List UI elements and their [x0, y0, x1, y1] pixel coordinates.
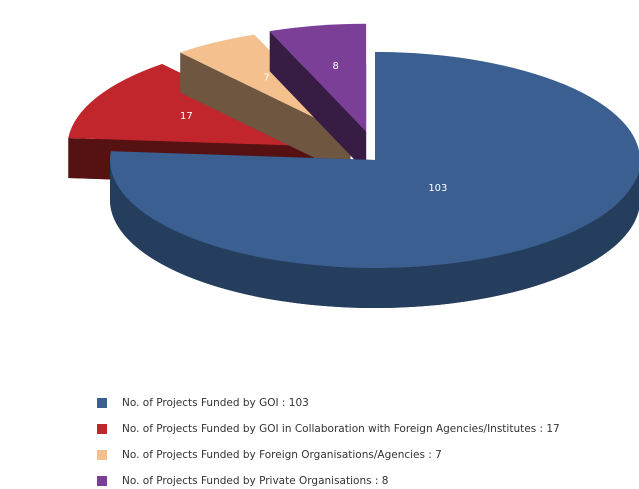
data-label: 103: [428, 183, 447, 194]
data-label: 8: [333, 61, 339, 72]
legend-swatch: [97, 398, 107, 408]
legend-swatch: [97, 450, 107, 460]
slice: [110, 52, 639, 268]
legend-swatch: [97, 424, 107, 434]
slice-side: [269, 31, 367, 172]
slice-wall: [110, 160, 639, 308]
legend-label: No. of Projects Funded by GOI in Collabo…: [122, 423, 560, 435]
legend-label: No. of Projects Funded by Foreign Organi…: [122, 449, 442, 461]
legend-swatch: [97, 476, 107, 486]
data-label: 17: [180, 111, 193, 122]
slice-side: [180, 52, 351, 176]
data-label: 7: [264, 73, 270, 84]
slice: [269, 23, 367, 132]
legend-label: No. of Projects Funded by Private Organi…: [122, 475, 388, 487]
legend-label: No. of Projects Funded by GOI : 103: [122, 397, 309, 409]
